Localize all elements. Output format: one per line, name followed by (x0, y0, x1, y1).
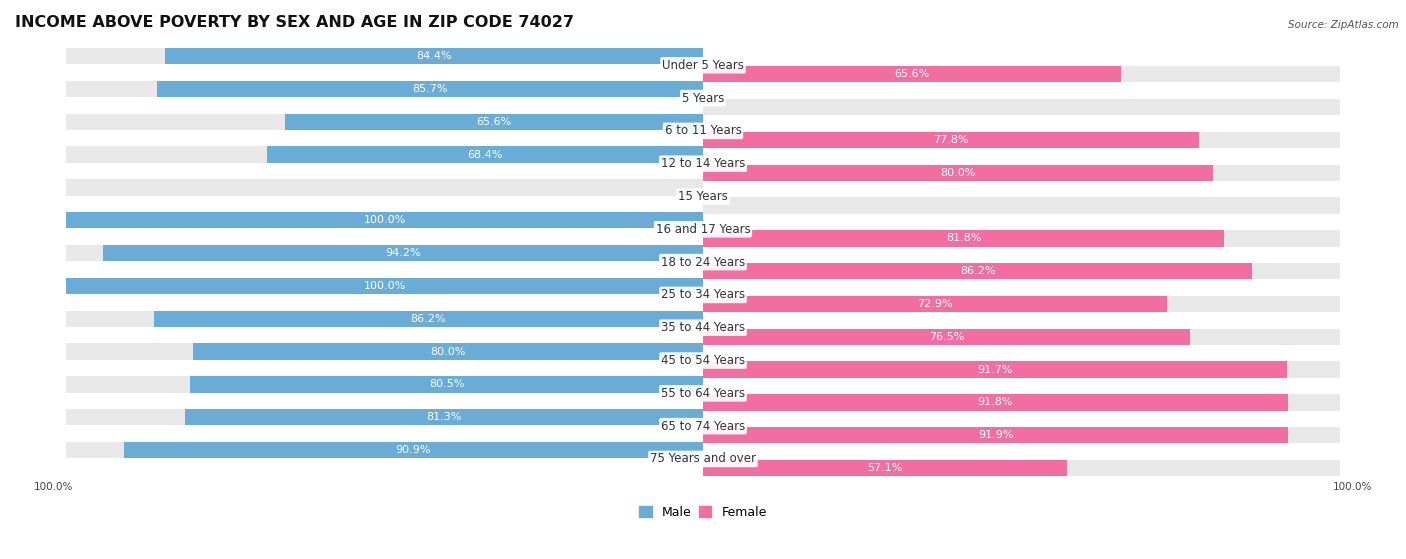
Text: 84.4%: 84.4% (416, 51, 451, 61)
Bar (703, 132, 1198, 148)
Bar (66, 146, 703, 163)
Text: 75 Years and over: 75 Years and over (650, 452, 756, 466)
Text: 81.8%: 81.8% (946, 233, 981, 243)
Bar (66, 278, 703, 294)
Bar (66, 376, 703, 392)
Bar (66, 48, 703, 64)
Text: 77.8%: 77.8% (934, 135, 969, 145)
Bar (66, 81, 703, 97)
Bar (103, 245, 703, 261)
Bar (703, 427, 1288, 443)
Bar (703, 263, 1253, 280)
Text: 80.0%: 80.0% (941, 168, 976, 178)
Bar (66, 113, 703, 130)
Bar (703, 230, 1225, 247)
Bar (703, 427, 1340, 443)
Text: 65.6%: 65.6% (477, 117, 512, 127)
Text: 65 to 74 Years: 65 to 74 Years (661, 420, 745, 433)
Text: 81.3%: 81.3% (426, 412, 461, 422)
Bar (703, 394, 1340, 410)
Text: 86.2%: 86.2% (411, 314, 446, 324)
Bar (157, 81, 703, 97)
Bar (703, 99, 1340, 115)
Text: 57.1%: 57.1% (868, 463, 903, 473)
Bar (66, 245, 703, 261)
Text: 100.0%: 100.0% (363, 281, 405, 291)
Text: INCOME ABOVE POVERTY BY SEX AND AGE IN ZIP CODE 74027: INCOME ABOVE POVERTY BY SEX AND AGE IN Z… (15, 15, 574, 30)
Bar (703, 164, 1212, 181)
Text: 18 to 24 Years: 18 to 24 Years (661, 255, 745, 269)
Bar (66, 278, 703, 294)
Text: 12 to 14 Years: 12 to 14 Years (661, 157, 745, 170)
Text: 100.0%: 100.0% (1333, 482, 1372, 492)
Bar (166, 48, 703, 64)
Text: 76.5%: 76.5% (929, 331, 965, 342)
Text: 91.7%: 91.7% (977, 364, 1012, 375)
Text: 45 to 54 Years: 45 to 54 Years (661, 354, 745, 367)
Text: 80.5%: 80.5% (429, 380, 464, 389)
Text: 16 and 17 Years: 16 and 17 Years (655, 223, 751, 236)
Bar (66, 409, 703, 425)
Text: 68.4%: 68.4% (467, 150, 503, 160)
Text: 80.0%: 80.0% (430, 347, 465, 357)
Bar (703, 296, 1340, 312)
Bar (703, 66, 1121, 83)
Bar (703, 164, 1340, 181)
Bar (703, 394, 1288, 410)
Bar (703, 329, 1191, 345)
Bar (66, 212, 703, 229)
Text: 91.9%: 91.9% (979, 430, 1014, 440)
Text: 86.2%: 86.2% (960, 266, 995, 276)
Text: 100.0%: 100.0% (34, 482, 73, 492)
Bar (66, 212, 703, 229)
Text: 6 to 11 Years: 6 to 11 Years (665, 125, 741, 138)
Text: 55 to 64 Years: 55 to 64 Years (661, 387, 745, 400)
Bar (194, 343, 703, 359)
Bar (703, 361, 1286, 378)
Bar (285, 113, 703, 130)
Text: Source: ZipAtlas.com: Source: ZipAtlas.com (1288, 20, 1399, 30)
Bar (703, 460, 1067, 476)
Text: 94.2%: 94.2% (385, 248, 420, 258)
Text: 90.9%: 90.9% (395, 445, 432, 455)
Bar (66, 179, 703, 196)
Bar (703, 132, 1340, 148)
Bar (153, 310, 703, 327)
Text: 91.8%: 91.8% (977, 397, 1014, 408)
Bar (703, 460, 1340, 476)
Bar (703, 296, 1167, 312)
Text: 65.6%: 65.6% (894, 69, 929, 79)
Bar (124, 442, 703, 458)
Text: 100.0%: 100.0% (363, 215, 405, 225)
Text: 85.7%: 85.7% (412, 84, 447, 94)
Text: 35 to 44 Years: 35 to 44 Years (661, 321, 745, 334)
Legend: Male, Female: Male, Female (634, 501, 772, 524)
Bar (703, 66, 1340, 83)
Bar (190, 376, 703, 392)
Text: 15 Years: 15 Years (678, 190, 728, 203)
Text: 72.9%: 72.9% (917, 299, 953, 309)
Bar (703, 263, 1340, 280)
Bar (703, 197, 1340, 214)
Bar (66, 343, 703, 359)
Bar (703, 329, 1340, 345)
Text: Under 5 Years: Under 5 Years (662, 59, 744, 72)
Bar (267, 146, 703, 163)
Bar (703, 361, 1340, 378)
Text: 5 Years: 5 Years (682, 92, 724, 105)
Bar (66, 310, 703, 327)
Bar (186, 409, 703, 425)
Bar (703, 230, 1340, 247)
Text: 25 to 34 Years: 25 to 34 Years (661, 288, 745, 301)
Bar (66, 442, 703, 458)
